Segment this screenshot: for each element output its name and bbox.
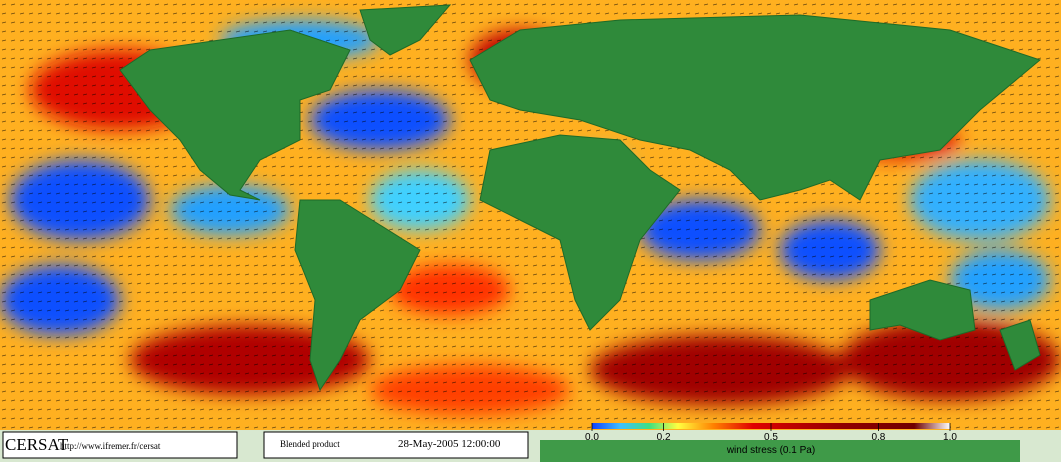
land (119, 4, 1042, 392)
product-box (263, 431, 529, 459)
brand: CERSAT (5, 435, 69, 454)
brand-box (2, 431, 238, 459)
colorbar-tick-label: 0.0 (585, 432, 599, 443)
date: 28-May-2005 12:00:00 (398, 438, 501, 450)
url: http://www.ifremer.fr/cersat (60, 441, 161, 451)
colorbar-tick-label: 0.8 (871, 432, 885, 443)
antarctica-land (540, 440, 1020, 462)
colorbar-label: wind stress (0.1 Pa) (726, 445, 815, 456)
colorbar-tick-label: 0.2 (657, 432, 671, 443)
colorbar: wind stress (0.1 Pa) 0.0 0.2 0.5 0.8 1.0 (585, 423, 957, 456)
colorbar-tick-label: 0.5 (764, 432, 778, 443)
product: Blended product (280, 439, 340, 449)
colorbar-tick-label: 1.0 (943, 432, 957, 443)
